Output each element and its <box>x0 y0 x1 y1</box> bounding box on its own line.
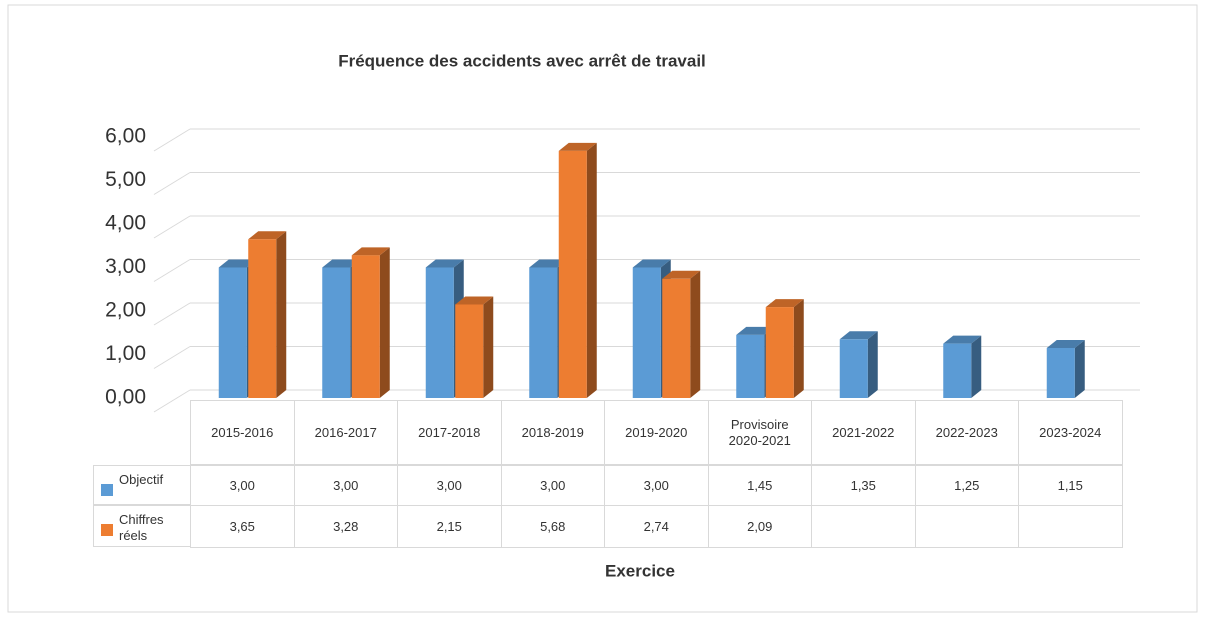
data-label: 1,35 <box>811 465 916 506</box>
y-tick-label: 5,00 <box>105 168 146 191</box>
bar-side <box>483 296 494 398</box>
bar-top <box>736 326 775 335</box>
bar-top <box>558 142 597 151</box>
bar <box>322 267 351 398</box>
y-tick-label: 2,00 <box>105 299 146 322</box>
x-tick-label: 2015-2016 <box>190 400 295 465</box>
bar <box>529 267 558 398</box>
chart-border <box>7 4 1198 613</box>
bar <box>736 334 765 398</box>
bar <box>558 150 587 398</box>
bar <box>455 304 484 398</box>
x-tick-label: 2019-2020 <box>604 400 709 465</box>
bar-top <box>839 331 878 340</box>
y-tick-label: 0,00 <box>105 386 146 409</box>
bar-side <box>379 247 390 398</box>
table-cell <box>811 505 916 548</box>
grid-line <box>153 346 191 369</box>
grid-line <box>153 302 191 326</box>
y-tick-label: 3,00 <box>105 255 146 278</box>
x-tick-label: Provisoire 2020-2021 <box>707 400 812 465</box>
bar <box>1046 347 1075 398</box>
x-tick-label: 2017-2018 <box>397 400 502 465</box>
data-label: 2,74 <box>604 505 709 548</box>
data-label: 3,00 <box>293 465 398 506</box>
bar-side <box>276 231 287 398</box>
bar-side <box>690 270 701 398</box>
data-label: 3,28 <box>293 505 398 548</box>
x-tick-label: 2018-2019 <box>500 400 605 465</box>
grid-line <box>153 128 191 152</box>
bar-top <box>632 259 671 268</box>
x-axis-title: Exercice <box>605 561 675 580</box>
x-tick-label: 2023-2024 <box>1018 400 1123 465</box>
bar-side <box>586 142 597 398</box>
data-label: 2,09 <box>707 505 812 548</box>
bar-top <box>322 259 361 268</box>
bar <box>425 267 454 398</box>
grid-line <box>153 215 191 239</box>
legend-entry: Chiffres réels <box>93 505 191 547</box>
bar-top <box>455 296 494 305</box>
bar-top <box>351 247 390 256</box>
bar-side <box>867 331 878 398</box>
bar-top <box>218 259 257 268</box>
x-tick-label: 2021-2022 <box>811 400 916 465</box>
legend-swatch <box>101 484 113 496</box>
bar <box>248 239 277 398</box>
x-tick-label: 2022-2023 <box>914 400 1019 465</box>
data-label: 2,15 <box>397 505 502 548</box>
table-cell <box>914 505 1019 548</box>
bar-top <box>662 270 701 279</box>
legend-label: Chiffres réels <box>119 512 164 543</box>
bar <box>632 267 661 398</box>
grid-line <box>153 259 191 282</box>
grid-line <box>153 172 191 195</box>
y-tick-label: 1,00 <box>105 342 146 365</box>
data-label: 3,00 <box>604 465 709 506</box>
bar-top <box>248 231 287 240</box>
y-tick-label: 4,00 <box>105 212 146 235</box>
data-label: 1,45 <box>707 465 812 506</box>
data-label: 3,00 <box>500 465 605 506</box>
bar <box>839 339 868 398</box>
bar-side <box>793 299 804 398</box>
legend-entry: Objectif <box>93 465 191 505</box>
chart-title: Fréquence des accidents avec arrêt de tr… <box>338 51 706 70</box>
bar <box>943 343 972 398</box>
data-label: 3,65 <box>190 505 295 548</box>
bar-top <box>425 259 464 268</box>
bar-side <box>971 335 982 398</box>
data-label: 1,25 <box>914 465 1019 506</box>
bar-side <box>1074 339 1085 398</box>
bar-top <box>1046 339 1085 348</box>
data-label: 1,15 <box>1018 465 1123 506</box>
bar-top <box>529 259 568 268</box>
bar <box>765 307 794 398</box>
y-tick-label: 6,00 <box>105 125 146 148</box>
bar <box>351 255 380 398</box>
x-tick-label: 2016-2017 <box>293 400 398 465</box>
bar-top <box>943 335 982 344</box>
grid-line <box>153 389 191 413</box>
legend-swatch <box>101 524 113 536</box>
bar <box>662 278 691 398</box>
table-cell <box>1018 505 1123 548</box>
data-label: 3,00 <box>190 465 295 506</box>
data-label: 3,00 <box>397 465 502 506</box>
legend-label: Objectif <box>119 472 164 487</box>
bar <box>218 267 247 398</box>
data-label: 5,68 <box>500 505 605 548</box>
bar-top <box>765 299 804 308</box>
